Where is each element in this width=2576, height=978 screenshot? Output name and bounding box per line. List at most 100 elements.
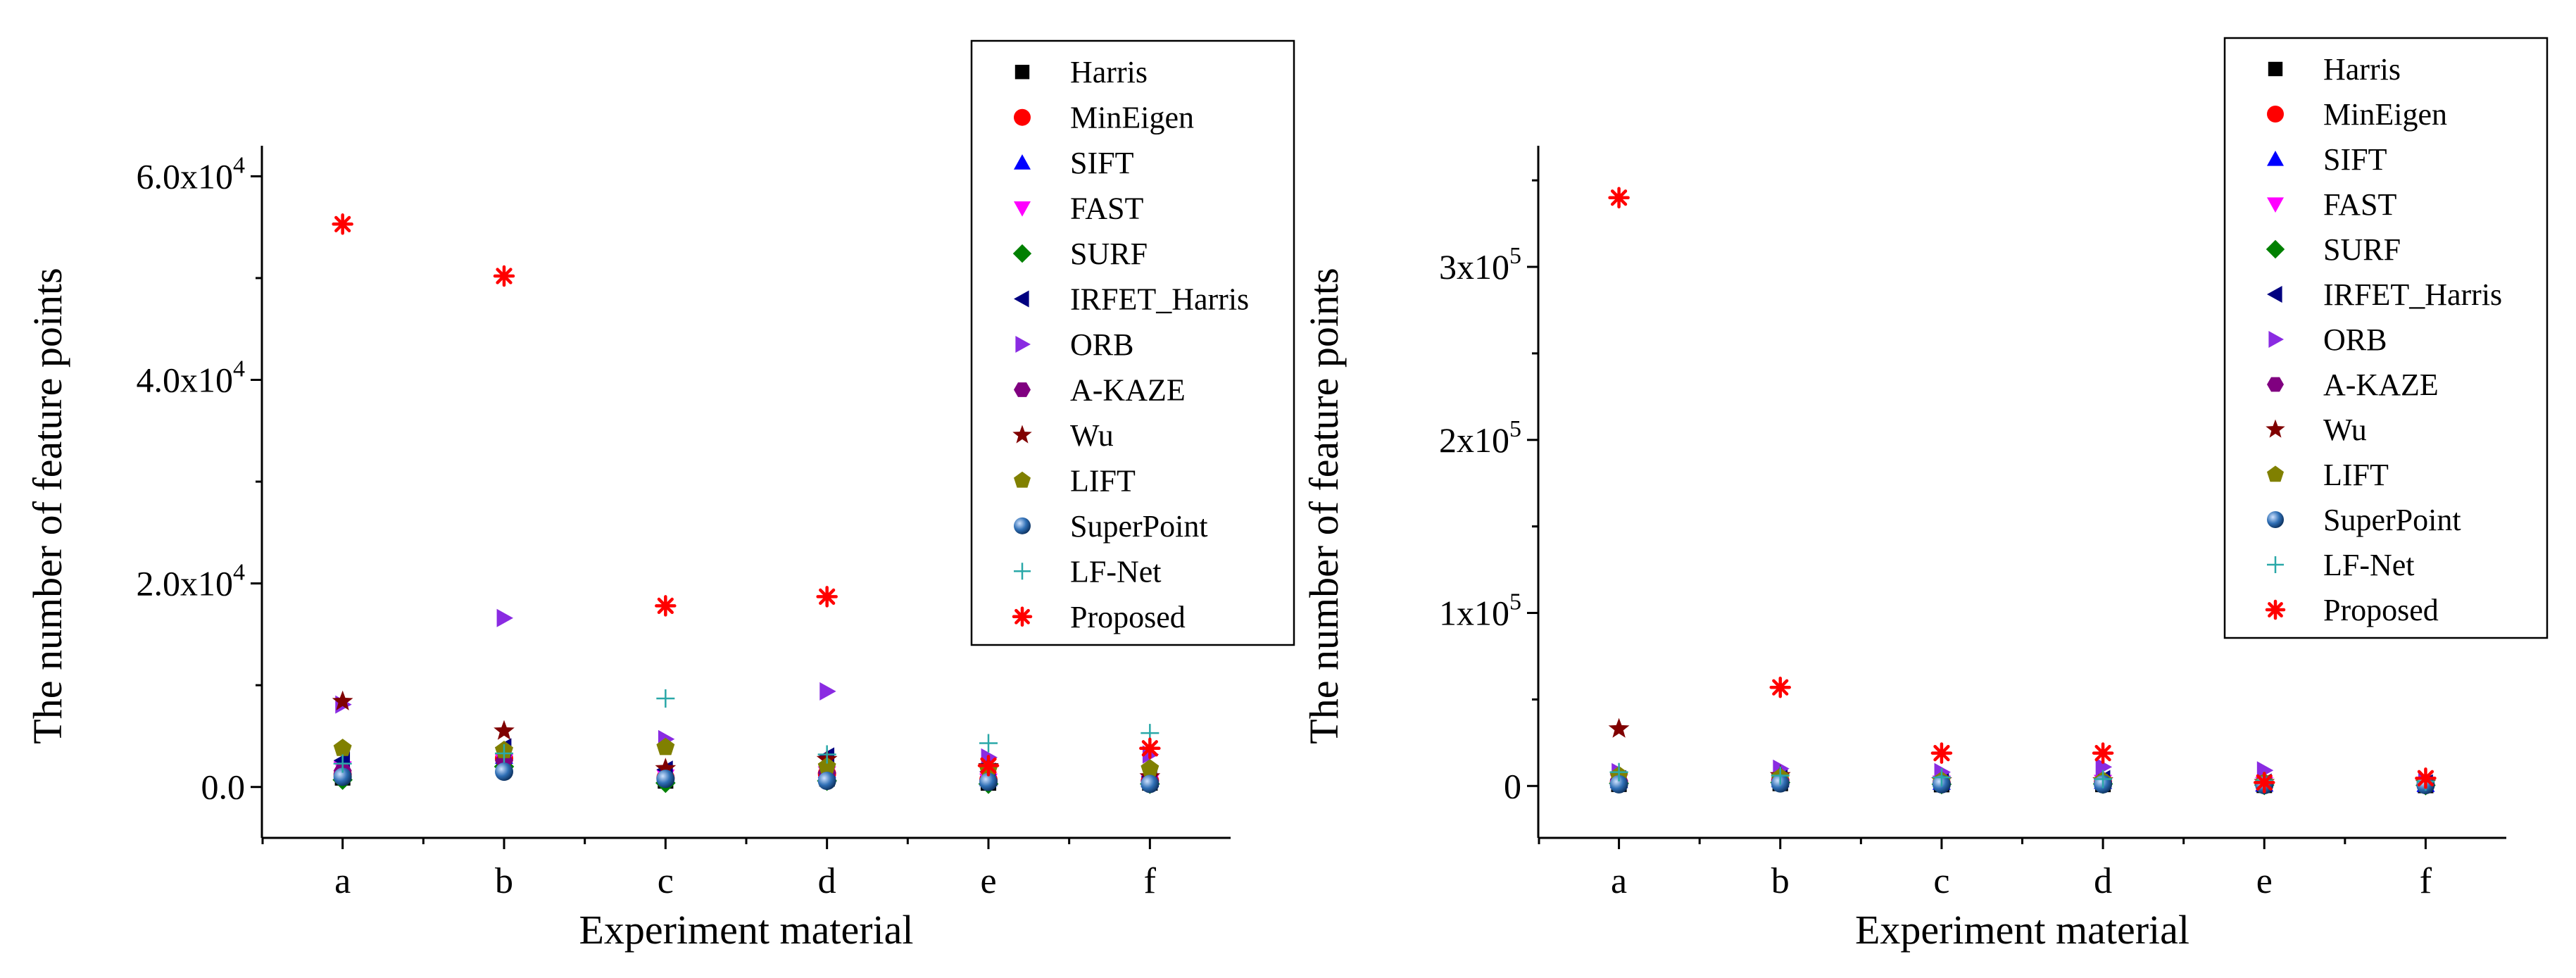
legend-marker-sift [1014, 154, 1031, 170]
legend-marker-lift [1014, 471, 1031, 488]
x-tick-label: c [1933, 861, 1949, 901]
point-lf-net-a [1609, 763, 1628, 782]
legend-marker-lf-net [1014, 563, 1031, 580]
legend-label-superpoint: SuperPoint [2323, 503, 2461, 537]
legend-label-lf-net: LF-Net [1070, 554, 1162, 589]
point-lift-d [817, 757, 836, 775]
legend-label-fast: FAST [1070, 192, 1143, 226]
x-axis-title: Experiment material [579, 907, 913, 953]
legend-label-surf: SURF [2323, 232, 2401, 267]
point-proposed-f [2415, 767, 2437, 789]
point-wu-a [332, 690, 353, 710]
point-proposed-e [2254, 772, 2275, 794]
point-lift-c [656, 737, 675, 756]
point-orb-e [2256, 761, 2274, 780]
legend-label-lift: LIFT [1070, 463, 1136, 498]
legend: Harris MinEigen SIFT FAST SURF IRFET_Harris OR… [2223, 37, 2549, 639]
point-lift-f [1141, 759, 1160, 777]
legend-label-orb: ORB [1070, 327, 1133, 362]
point-wu-b [494, 720, 515, 740]
legend-marker-a-kaze [2267, 377, 2284, 392]
x-tick-label: b [495, 861, 513, 901]
y-axis-title: The number of feature points [1301, 268, 1347, 744]
y-tick-label: 1x105 [1439, 589, 1521, 633]
point-orb-d [2095, 758, 2113, 777]
legend-marker-sift [2267, 151, 2284, 166]
legend-marker-surf [1012, 244, 1032, 263]
point-lift-a [333, 739, 352, 756]
x-tick-label: f [1144, 861, 1157, 901]
legend-marker-proposed [2265, 599, 2286, 620]
legend-label-irfet-harris: IRFET_Harris [1070, 282, 1249, 317]
legend-label-lift: LIFT [2323, 458, 2389, 492]
point-wu-c [655, 758, 677, 778]
point-superpoint-e [979, 772, 998, 791]
legend-label-proposed: Proposed [2323, 593, 2439, 627]
point-orb-b [496, 608, 513, 627]
legend-marker-surf [2266, 239, 2285, 259]
legend-label-irfet-harris: IRFET_Harris [2323, 277, 2502, 312]
legend-marker-orb [2268, 331, 2284, 348]
x-tick-label: a [334, 861, 351, 901]
legend-label-wu: Wu [1070, 418, 1114, 453]
legend-label-a-kaze: A-KAZE [2323, 368, 2439, 402]
legend-marker-mineigen [2267, 106, 2284, 123]
x-tick-label: c [658, 861, 674, 901]
point-superpoint-b [495, 763, 513, 782]
legend-label-harris: Harris [1070, 55, 1148, 89]
point-proposed-b [493, 265, 515, 287]
point-lf-net-c [656, 689, 675, 708]
point-superpoint-c [656, 770, 675, 789]
point-proposed-e [977, 755, 1000, 777]
point-lf-net-b [495, 744, 513, 763]
legend-label-lf-net: LF-Net [2323, 548, 2415, 582]
point-lf-net-b [1771, 766, 1790, 785]
point-proposed-c [655, 595, 677, 617]
legend-marker-harris [1014, 65, 1030, 80]
x-tick-label: a [1611, 861, 1627, 901]
point-lf-net-e [979, 734, 998, 753]
y-tick-label: 6.0x104 [137, 152, 246, 196]
point-superpoint-d [817, 772, 836, 791]
point-lf-net-d [817, 745, 836, 764]
point-proposed-b [1769, 676, 1791, 698]
point-proposed-d [816, 586, 838, 608]
legend-label-mineigen: MinEigen [1070, 101, 1194, 135]
legend-marker-fast [2267, 197, 2284, 213]
y-tick-label: 0.0 [201, 767, 246, 807]
point-superpoint-a [1609, 775, 1628, 794]
point-orb-d [819, 682, 836, 701]
point-proposed-a [1608, 187, 1630, 208]
y-tick-label: 2x105 [1439, 416, 1521, 460]
point-proposed-c [1930, 742, 1953, 764]
point-lf-net-d [2094, 770, 2113, 789]
x-tick-label: d [818, 861, 836, 901]
legend-marker-irfet-harris [2267, 286, 2282, 303]
legend-label-orb: ORB [2323, 322, 2387, 357]
legend: Harris MinEigen SIFT FAST SURF IRFET_Harris OR… [970, 39, 1295, 646]
x-tick-label: f [2420, 861, 2432, 901]
legend-marker-wu [2266, 419, 2285, 438]
y-tick-label: 2.0x104 [137, 560, 246, 603]
legend-marker-harris [2268, 61, 2283, 77]
legend-label-harris: Harris [2323, 52, 2401, 87]
legend-label-superpoint: SuperPoint [1070, 509, 1208, 544]
x-tick-label: e [980, 861, 996, 901]
data-points [332, 213, 1161, 794]
legend-label-fast: FAST [2323, 187, 2396, 222]
right-chart: 0 1x105 2x105 3x105 a b c d e f Experiment materia… [1301, 37, 2549, 953]
legend-marker-orb [1015, 336, 1031, 353]
point-proposed-a [332, 213, 353, 235]
point-proposed-d [2092, 742, 2114, 764]
point-superpoint-a [333, 767, 352, 786]
legend-marker-lift [2267, 465, 2284, 482]
legend-label-wu: Wu [2323, 413, 2367, 447]
legend-label-proposed: Proposed [1070, 600, 1186, 634]
point-lf-net-a [333, 754, 352, 773]
legend-label-sift: SIFT [2323, 142, 2387, 177]
legend-marker-lf-net [2267, 556, 2284, 573]
x-axis-title: Experiment material [1855, 907, 2189, 953]
left-chart: 0.0 2.0x104 4.0x104 6.0x104 a b c d e f Experiment… [25, 39, 1295, 953]
y-tick-label: 4.0x104 [137, 356, 246, 399]
